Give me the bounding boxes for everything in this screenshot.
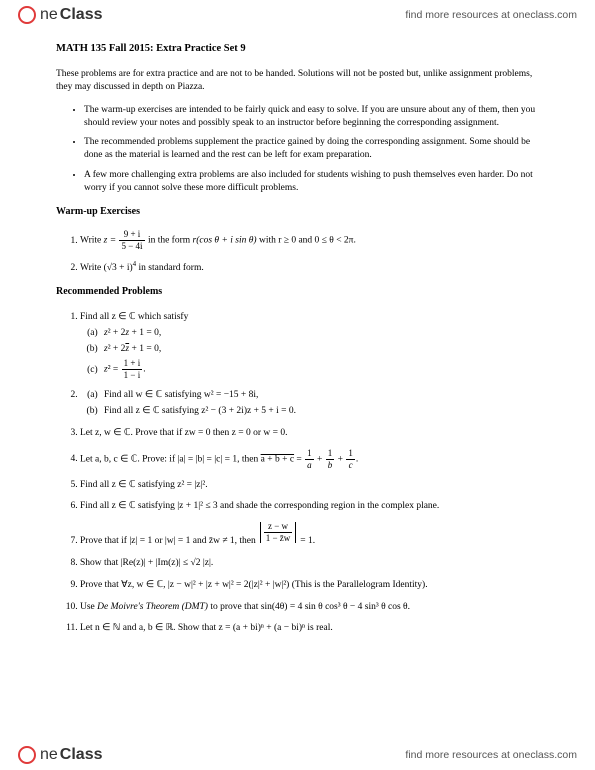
text: Find all z ∈ ℂ which satisfy	[80, 312, 188, 322]
text: in standard form.	[136, 263, 204, 273]
fraction: 1c	[346, 449, 355, 470]
recommended-item: Prove that ∀z, w ∈ ℂ, |z − w|² + |z + w|…	[80, 579, 539, 592]
recommended-item: Find all z ∈ ℂ satisfying z² = |z|².	[80, 479, 539, 492]
logo-circle-icon	[18, 6, 36, 24]
section-recommended-head: Recommended Problems	[56, 285, 539, 299]
section-warmup-head: Warm-up Exercises	[56, 205, 539, 219]
text: with r ≥ 0 and 0 ≤ θ < 2π.	[257, 236, 356, 246]
footer-bar: neClass find more resources at oneclass.…	[0, 740, 595, 770]
sub-item: z² + 2z + 1 = 0,	[100, 327, 539, 340]
denominator: 1 − z̄w	[264, 533, 293, 543]
bullet-item: The recommended problems supplement the …	[84, 136, 539, 162]
recommended-item: Find all z ∈ ℂ satisfying |z + 1|² ≤ 3 a…	[80, 500, 539, 513]
page-title: MATH 135 Fall 2015: Extra Practice Set 9	[56, 42, 539, 56]
footer-tagline: find more resources at oneclass.com	[405, 749, 577, 761]
recommended-item: Use De Moivre's Theorem (DMT) to prove t…	[80, 601, 539, 614]
text: r(cos θ + i sin θ)	[193, 236, 257, 246]
theorem-name: De Moivre's Theorem (DMT)	[97, 602, 208, 612]
brand-part2: Class	[60, 746, 103, 764]
text: Prove that if |z| = 1 or |w| = 1 and z̄w…	[80, 536, 258, 546]
brand-part1: ne	[40, 746, 58, 764]
logo-circle-icon	[18, 746, 36, 764]
bullet-item: A few more challenging extra problems ar…	[84, 169, 539, 195]
fraction: 1 + i 1 − i	[122, 359, 143, 380]
recommended-item: Let z, w ∈ ℂ. Prove that if zw = 0 then …	[80, 427, 539, 440]
brand-logo-footer: neClass	[18, 746, 103, 764]
brand-part1: ne	[40, 6, 58, 24]
sub-item: z² + 2z + 1 = 0,	[100, 343, 539, 356]
fraction: z − w 1 − z̄w	[264, 522, 293, 543]
warmup-item: Write z = 9 + i 5 − 4i in the form r(cos…	[80, 230, 539, 251]
sub-list: z² + 2z + 1 = 0, z² + 2z + 1 = 0, z² = 1…	[80, 327, 539, 380]
warmup-item: Write (√3 + i)4 in standard form.	[80, 260, 539, 275]
numerator: z − w	[264, 522, 293, 533]
recommended-item: Let a, b, c ∈ ℂ. Prove: if |a| = |b| = |…	[80, 449, 539, 470]
bullet-item: The warm-up exercises are intended to be…	[84, 104, 539, 130]
header-tagline: find more resources at oneclass.com	[405, 9, 577, 21]
denominator: 1 − i	[122, 370, 143, 380]
text: = 1.	[300, 536, 315, 546]
recommended-item: Let n ∈ ℕ and a, b ∈ ℝ. Show that z = (a…	[80, 622, 539, 635]
text: Use	[80, 602, 97, 612]
text: =	[294, 454, 304, 464]
text: to prove that sin(4θ) = 4 sin θ cos³ θ −…	[208, 602, 410, 612]
sub-list: Find all w ∈ ℂ satisfying w² = −15 + 8i,…	[80, 389, 539, 418]
text: Write	[80, 236, 104, 246]
recommended-item: Prove that if |z| = 1 or |w| = 1 and z̄w…	[80, 522, 539, 548]
warmup-list: Write z = 9 + i 5 − 4i in the form r(cos…	[56, 230, 539, 275]
sub-item: Find all z ∈ ℂ satisfying z² − (3 + 2i)z…	[100, 405, 539, 418]
sub-item: z² = 1 + i 1 − i .	[100, 359, 539, 380]
fraction: 9 + i 5 − 4i	[119, 230, 144, 251]
text: .	[143, 365, 145, 375]
numerator: 1 + i	[122, 359, 143, 370]
document-body: MATH 135 Fall 2015: Extra Practice Set 9…	[56, 42, 539, 644]
denominator: 5 − 4i	[119, 241, 144, 251]
recommended-item: Find all w ∈ ℂ satisfying w² = −15 + 8i,…	[80, 389, 539, 418]
text: Write (√3 + i)	[80, 263, 133, 273]
fraction: 1a	[305, 449, 314, 470]
text: in the form	[148, 236, 193, 246]
brand-logo: neClass	[18, 6, 103, 24]
sub-item: Find all w ∈ ℂ satisfying w² = −15 + 8i,	[100, 389, 539, 402]
recommended-item: Find all z ∈ ℂ which satisfy z² + 2z + 1…	[80, 311, 539, 380]
overline: a + b + c	[261, 454, 294, 464]
fraction: 1b	[326, 449, 335, 470]
abs-fraction: z − w 1 − z̄w	[258, 522, 298, 543]
intro-paragraph: These problems are for extra practice an…	[56, 68, 539, 94]
recommended-list: Find all z ∈ ℂ which satisfy z² + 2z + 1…	[56, 311, 539, 636]
brand-part2: Class	[60, 6, 103, 24]
header-bar: neClass find more resources at oneclass.…	[0, 0, 595, 30]
recommended-item: Show that |Re(z)| + |Im(z)| ≤ √2 |z|.	[80, 557, 539, 570]
numerator: 9 + i	[119, 230, 144, 241]
text: Let a, b, c ∈ ℂ. Prove: if |a| = |b| = |…	[80, 454, 261, 464]
text: .	[356, 454, 358, 464]
info-bullets: The warm-up exercises are intended to be…	[56, 104, 539, 195]
